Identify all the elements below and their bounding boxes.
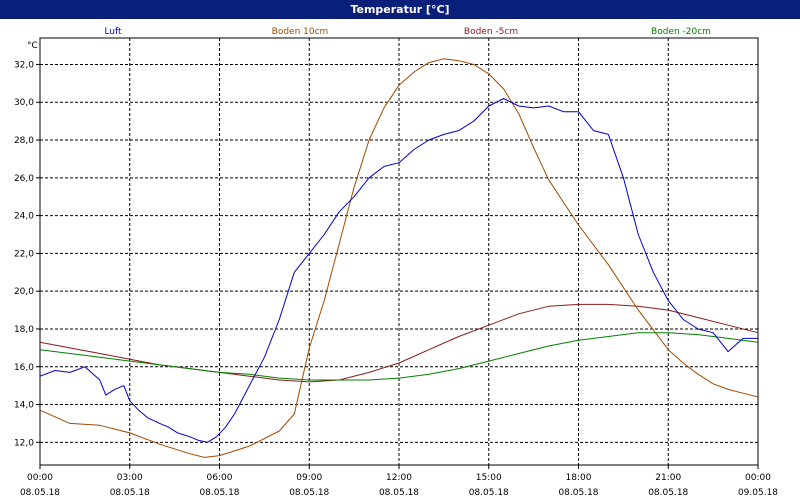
y-tick-label: 30,0 <box>14 98 34 108</box>
x-tick-date: 08.05.18 <box>199 488 239 498</box>
y-tick-label: 12,0 <box>14 438 34 448</box>
series-line-0 <box>39 98 758 443</box>
y-tick-label: 32,0 <box>14 60 34 70</box>
x-tick-date: 08.05.18 <box>648 488 688 498</box>
legend-item-0: Luft <box>104 27 122 37</box>
chart-title: Temperatur [°C] <box>0 0 800 19</box>
legend: Luft Boden 10cm Boden -5cm Boden -20cm <box>104 27 711 37</box>
x-tick-time: 06:00 <box>207 473 233 483</box>
y-axis: 12,0 14,0 16,0 18,0 20,0 22,0 24,0 26,0 28,0 30,0… <box>14 60 40 448</box>
series-lines <box>39 58 759 458</box>
x-axis: 00:00 08.05.18 03:00 08.05.18 06:00 08.05.18 0… <box>20 465 778 498</box>
x-tick-date: 08.05.18 <box>469 488 509 498</box>
series-line-3 <box>39 332 759 381</box>
legend-item-3: Boden -20cm <box>651 27 711 37</box>
series-line-1 <box>39 58 759 458</box>
y-tick-label: 20,0 <box>14 287 34 297</box>
gridlines <box>40 38 758 465</box>
x-tick-time: 00:00 <box>27 473 53 483</box>
legend-item-2: Boden -5cm <box>464 27 518 37</box>
x-tick-time: 00:00 <box>745 473 771 483</box>
temperature-chart: Luft Boden 10cm Boden -5cm Boden -20cm °C 1… <box>14 27 778 498</box>
x-tick-date: 08.05.18 <box>558 488 598 498</box>
y-tick-label: 28,0 <box>14 136 34 146</box>
y-tick-label: 18,0 <box>14 325 34 335</box>
x-tick-time: 21:00 <box>655 473 681 483</box>
x-tick-date: 09.05.18 <box>738 488 778 498</box>
x-tick-time: 03:00 <box>117 473 143 483</box>
y-tick-label: 24,0 <box>14 212 34 222</box>
x-tick-time: 18:00 <box>566 473 592 483</box>
y-axis-unit: °C <box>27 41 38 51</box>
y-tick-label: 26,0 <box>14 174 34 184</box>
y-tick-label: 22,0 <box>14 249 34 259</box>
legend-item-1: Boden 10cm <box>272 27 329 37</box>
x-tick-time: 12:00 <box>386 473 412 483</box>
x-tick-time: 15:00 <box>476 473 502 483</box>
x-tick-date: 08.05.18 <box>379 488 419 498</box>
x-tick-date: 08.05.18 <box>110 488 150 498</box>
x-tick-date: 08.05.18 <box>20 488 60 498</box>
x-tick-time: 09:00 <box>296 473 322 483</box>
y-tick-label: 14,0 <box>14 401 34 411</box>
y-tick-label: 16,0 <box>14 363 34 373</box>
x-tick-date: 08.05.18 <box>289 488 329 498</box>
